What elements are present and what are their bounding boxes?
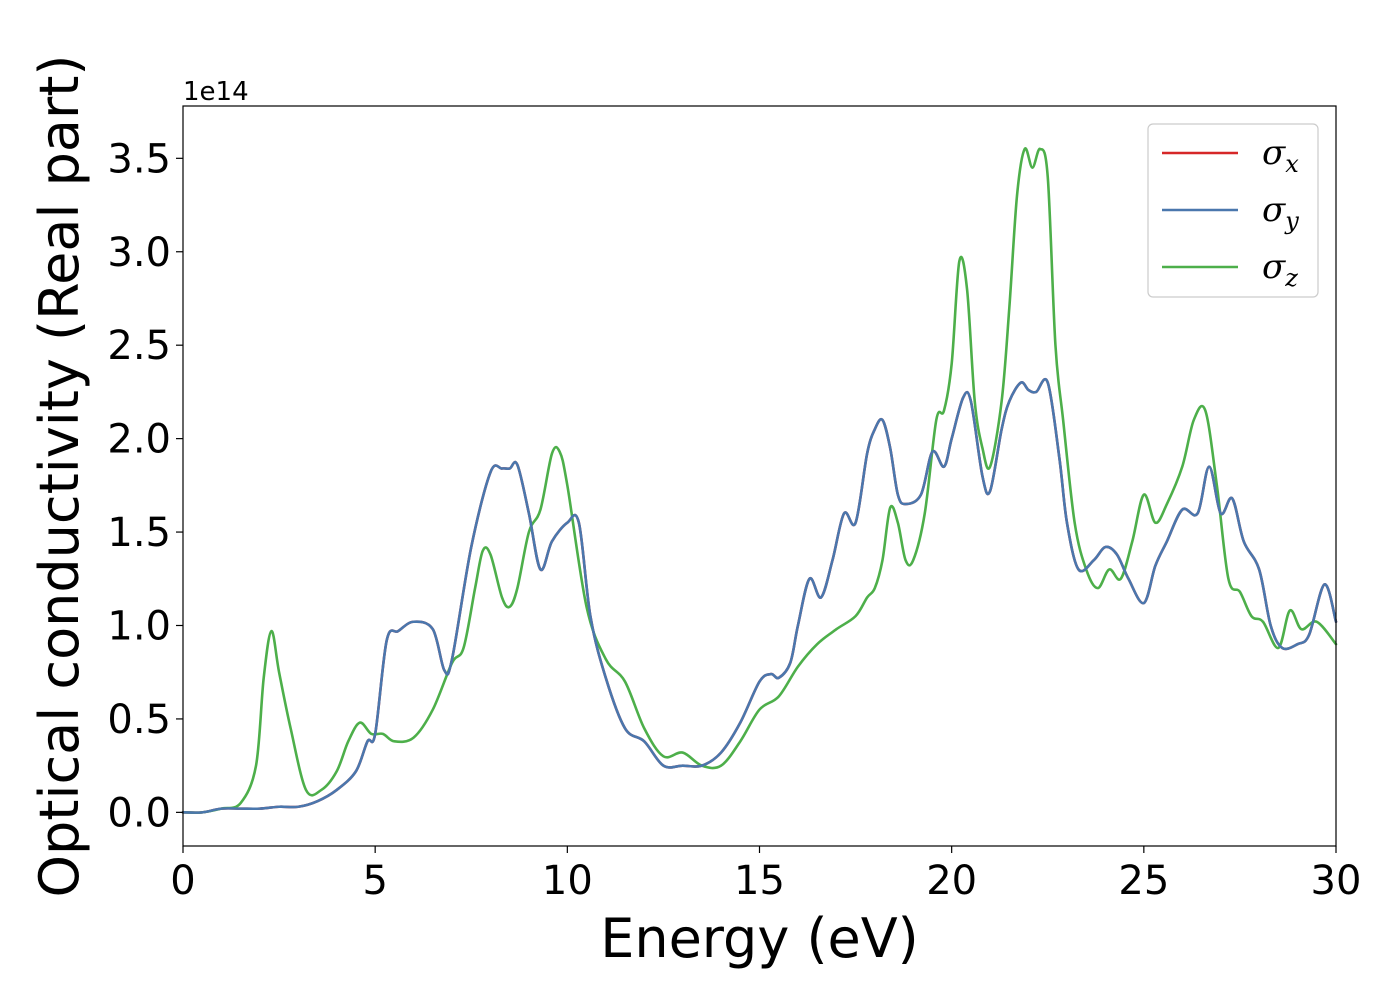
y-axis-ticks: 0.0 0.5 1.0 1.5 2.0 2.5 3.0 3.5 bbox=[107, 136, 183, 836]
series-line-y bbox=[181, 377, 1338, 814]
legend: σx σy σz bbox=[1147, 123, 1319, 298]
plot-background bbox=[183, 106, 1336, 846]
y-axis-title: Optical conductivity (Real part) bbox=[28, 55, 91, 898]
x-axis-ticks: 0 5 10 15 20 25 30 bbox=[170, 846, 1361, 904]
x-axis-title: Energy (eV) bbox=[600, 907, 919, 970]
y-tick-label: 2.0 bbox=[107, 417, 171, 463]
y-offset-label: 1e14 bbox=[183, 77, 249, 107]
y-tick-label: 0.5 bbox=[107, 697, 171, 743]
legend-label-z: σz bbox=[1262, 247, 1298, 292]
legend-entries: σx σy σz bbox=[1162, 133, 1299, 292]
x-tick-label: 5 bbox=[362, 858, 387, 904]
x-tick-label: 30 bbox=[1311, 858, 1362, 904]
x-tick-label: 0 bbox=[170, 858, 195, 904]
y-tick-label: 1.5 bbox=[107, 510, 171, 556]
series-line-z bbox=[181, 147, 1338, 814]
y-tick-label: 3.0 bbox=[107, 230, 171, 276]
y-tick-label: 3.5 bbox=[107, 136, 171, 182]
x-tick-label: 25 bbox=[1118, 858, 1169, 904]
y-tick-label: 0.0 bbox=[107, 790, 171, 836]
legend-label-x: σx bbox=[1262, 133, 1299, 178]
x-tick-label: 10 bbox=[542, 858, 593, 904]
x-tick-label: 15 bbox=[734, 858, 785, 904]
y-tick-label: 2.5 bbox=[107, 323, 171, 369]
legend-label-y: σy bbox=[1262, 190, 1299, 235]
series-layer bbox=[181, 147, 1338, 814]
y-tick-label: 1.0 bbox=[107, 603, 171, 649]
x-tick-label: 20 bbox=[926, 858, 977, 904]
